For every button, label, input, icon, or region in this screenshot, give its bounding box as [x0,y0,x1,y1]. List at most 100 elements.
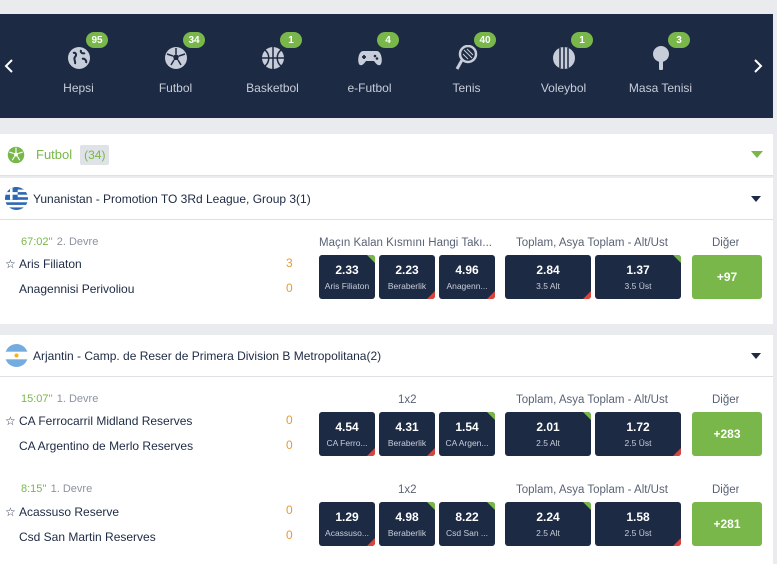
sport-label: Futbol [158,81,193,95]
star-icon[interactable]: ☆ [5,257,16,271]
section-title: Futbol [36,147,73,162]
odds-down-indicator [583,291,591,299]
odd-button[interactable]: 1.72 2.5 Üst [595,412,681,456]
home-score: 0 [286,503,293,517]
odd-button[interactable]: 2.84 3.5 Alt [505,255,591,299]
count-badge: 34 [183,32,205,48]
odds-down-indicator [367,538,375,546]
odd-button[interactable]: 1.37 3.5 Üst [595,255,681,299]
chevron-right-icon[interactable] [749,14,767,118]
market-title: Maçın Kalan Kısmını Hangi Takı... [319,237,493,249]
basketball-icon [259,44,287,72]
more-markets-button[interactable]: +283 [692,412,762,456]
odd-button[interactable]: 1.54 CA Argen... [439,412,495,456]
odd-button[interactable]: 2.33 Aris Filiaton [319,255,375,299]
odd-button[interactable]: 8.22 Csd San ... [439,502,495,546]
sport-tab-hepsi[interactable]: 95 Hepsi [30,14,127,118]
odds-down-indicator [427,448,435,456]
chevron-down-icon[interactable] [751,151,763,158]
league-card: Yunanistan - Promotion TO 3Rd League, Gr… [0,178,773,324]
odd-button[interactable]: 2.24 2.5 Alt [505,502,591,546]
league-header[interactable]: Arjantin - Camp. de Reser de Primera Div… [0,335,773,377]
odd-button[interactable]: 4.54 CA Ferro... [319,412,375,456]
odd-button[interactable]: 1.58 2.5 Üst [595,502,681,546]
market-title: Toplam, Asya Toplam - Alt/Üst [516,484,668,496]
league-name: Arjantin - Camp. de Reser de Primera Div… [33,348,382,363]
more-markets-title: Diğer [712,394,740,406]
odd-button[interactable]: 1.29 Acassuso... [319,502,375,546]
count-badge: 4 [377,32,399,48]
home-team: ☆ CA Ferrocarril Midland Reserves [5,414,193,428]
home-team: ☆ Acassuso Reserve [5,505,120,519]
more-markets-title: Diğer [712,484,740,496]
tennis-racket-icon [453,44,481,72]
odds-up-indicator [583,502,591,510]
sport-label: Masa Tenisi [628,81,693,95]
home-score: 0 [286,413,293,427]
globe-icon [65,44,93,72]
odd-button[interactable]: 2.01 2.5 Alt [505,412,591,456]
count-badge: 3 [668,32,690,48]
volleyball-icon [550,44,578,72]
chevron-down-icon[interactable] [751,353,761,359]
odds-down-indicator [367,448,375,456]
chevron-down-icon[interactable] [751,196,761,202]
sport-label: Tenis [452,81,481,95]
home-score: 3 [286,256,293,270]
more-markets-title: Diğer [712,237,740,249]
match-row[interactable]: 8:15'' 1. Devre ☆ Acassuso Reserve Csd San… [0,467,773,559]
match-clock: 8:15'' 1. Devre [21,483,93,495]
sports-nav: 95 Hepsi 34 Futbol 1 Basketbol 4 e-F [0,14,773,118]
away-team: Csd San Martin Reserves [19,530,156,544]
odds-down-indicator [673,448,681,456]
odds-up-indicator [487,502,495,510]
odds-up-indicator [367,255,375,263]
away-team: CA Argentino de Merlo Reserves [19,439,194,453]
sport-label: Hepsi [63,81,94,95]
section-header-futbol[interactable]: Futbol (34) [0,134,773,176]
match-clock: 67:02'' 2. Devre [21,236,99,248]
count-badge: 1 [280,32,302,48]
section-count: (34) [80,144,110,165]
away-score: 0 [286,528,293,542]
argentina-flag-icon [5,344,28,367]
market-title: Toplam, Asya Toplam - Alt/Üst [516,394,668,406]
sport-label: Voleybol [540,81,587,95]
odds-up-indicator [487,412,495,420]
table-tennis-icon [647,44,675,72]
odd-button[interactable]: 4.98 Beraberlik [379,502,435,546]
sport-label: Basketbol [246,81,299,95]
sport-tab-masa-tenisi[interactable]: 3 Masa Tenisi [612,14,709,118]
match-row[interactable]: 15:07'' 1. Devre ☆ CA Ferrocarril Midland … [0,377,773,467]
odds-up-indicator [583,412,591,420]
sport-tab-tenis[interactable]: 40 Tenis [418,14,515,118]
market-title: 1x2 [398,394,417,406]
more-markets-button[interactable]: +97 [692,255,762,299]
star-icon[interactable]: ☆ [5,414,16,428]
league-header[interactable]: Yunanistan - Promotion TO 3Rd League, Gr… [0,178,773,220]
more-markets-button[interactable]: +281 [692,502,762,546]
gamepad-icon [356,44,384,72]
league-name: Yunanistan - Promotion TO 3Rd League, Gr… [33,191,311,206]
sport-tab-e-futbol[interactable]: 4 e-Futbol [321,14,418,118]
chevron-left-icon[interactable] [0,14,18,118]
odds-down-indicator [673,538,681,546]
odd-button[interactable]: 4.96 Anagenn... [439,255,495,299]
match-row[interactable]: 67:02'' 2. Devre ☆ Aris Filiaton Anagennis… [0,220,773,323]
odd-button[interactable]: 4.31 Beraberlik [379,412,435,456]
soccer-ball-icon [162,44,190,72]
home-team: ☆ Aris Filiaton [5,257,82,271]
greece-flag-icon [5,187,28,210]
sport-tab-voleybol[interactable]: 1 Voleybol [515,14,612,118]
match-clock: 15:07'' 1. Devre [21,393,99,405]
count-badge: 95 [86,32,108,48]
odd-button[interactable]: 2.23 Beraberlik [379,255,435,299]
market-title: 1x2 [398,484,417,496]
sport-tab-futbol[interactable]: 34 Futbol [127,14,224,118]
odds-up-indicator [427,502,435,510]
count-badge: 40 [474,32,496,48]
odds-down-indicator [487,291,495,299]
sport-tab-basketbol[interactable]: 1 Basketbol [224,14,321,118]
star-icon[interactable]: ☆ [5,505,16,519]
soccer-ball-icon [7,146,25,164]
